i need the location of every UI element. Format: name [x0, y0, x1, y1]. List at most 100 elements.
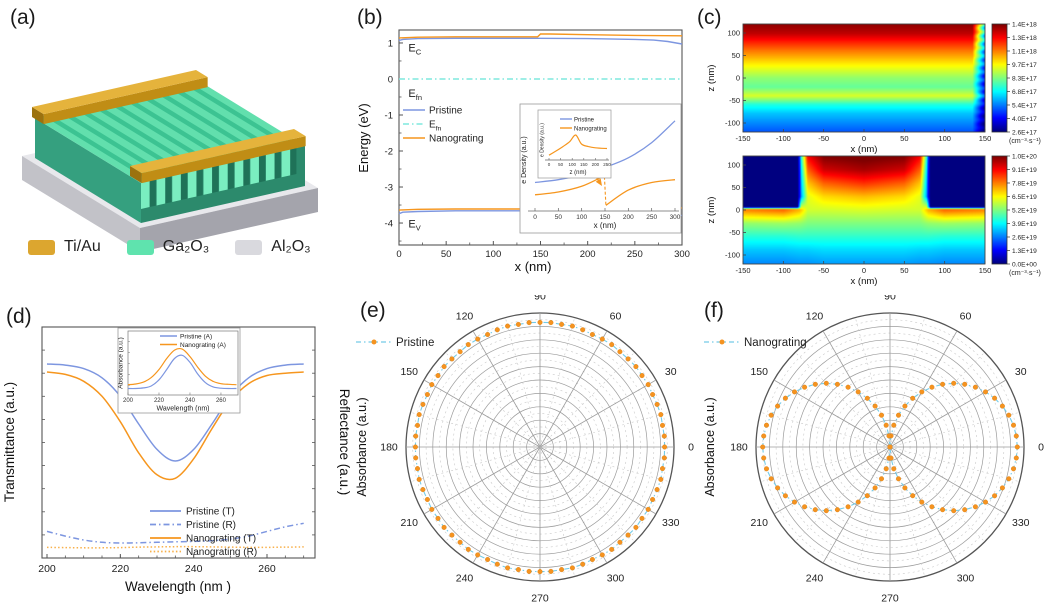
axis-text: 0: [548, 162, 551, 167]
colorbar-label: 5.2E+19: [1012, 207, 1037, 214]
legend-label: Nanograting: [429, 134, 483, 145]
polar-data-point: [902, 403, 908, 409]
colorbar-label: 6.5E+19: [1012, 194, 1037, 201]
colorbar-label: 6.8E+17: [1012, 89, 1037, 96]
polar-angle-label: 210: [750, 517, 768, 529]
axis-text: 50: [441, 249, 452, 260]
panel-a-label: (a): [10, 6, 36, 29]
axis-text: -50: [818, 134, 829, 143]
polar-data-point: [465, 342, 471, 348]
spectra-chart: 200 220 240 260 Wavelength (nm ) Transmittanc…: [2, 326, 352, 594]
polar-angle-label: 330: [1012, 517, 1030, 529]
polar-data-point: [883, 422, 889, 428]
grating-tooth: [172, 174, 181, 202]
colorbar-label: 9.1E+19: [1012, 167, 1037, 174]
spectra-NanogratingT: [46, 371, 304, 481]
polar-legend-label: Pristine: [396, 337, 434, 349]
polar-data-point: [878, 412, 884, 418]
colorbar-units: (cm⁻³·s⁻¹): [1009, 270, 1041, 277]
colorbar-label: 2.6E+19: [1012, 234, 1037, 241]
band-label: EC: [408, 43, 421, 57]
polar-data-point: [548, 568, 554, 574]
axis-text: 0: [736, 206, 740, 215]
axis-text: 50: [555, 214, 563, 221]
colorbar-label: 1.3E+19: [1012, 248, 1037, 255]
axis-text: 200: [592, 162, 600, 167]
polar-data-point: [855, 389, 861, 395]
axis-text: 260: [216, 398, 227, 404]
polar-data-point: [416, 412, 422, 418]
axis-text: 300: [674, 249, 690, 260]
colorbar-label: 1.4E+18: [1012, 21, 1037, 28]
polar-data-point: [449, 356, 455, 362]
axis-text: 250: [646, 214, 657, 221]
polar-data-point: [992, 493, 998, 499]
axis-text: -50: [729, 228, 740, 237]
x-axis-label: x (nm): [851, 276, 878, 287]
x-axis-label: x (nm): [515, 259, 552, 274]
polar-spoke: [822, 446, 891, 564]
polar-data-point: [599, 552, 605, 558]
grating-gap: [243, 158, 250, 186]
colorbar-label: 1.0E+20: [1012, 153, 1037, 160]
panel-b: (b) 0 50 100 150 200 250 300 1 0 -1 -2 -3 -4 x (nm) En…: [355, 0, 695, 292]
grating-groove: [106, 100, 219, 167]
polar-data-point: [760, 444, 766, 450]
electrode-front-face: [43, 77, 208, 125]
axis-text: 200: [623, 214, 634, 221]
legend-item-ga2o3: Ga₂O₃: [126, 238, 209, 256]
polar-data-point: [633, 524, 639, 530]
panel-c: (c) -150 -100 -50 0 50 100 150 100 50 0 -50 -100 x (…: [695, 0, 1059, 292]
axis-text: 100: [568, 162, 576, 167]
axis-text: 50: [732, 51, 740, 60]
inset-x-label: Wavelength (nm): [156, 406, 209, 413]
grating-gap: [290, 147, 297, 176]
colorbar-label: 2.6E+17: [1012, 129, 1037, 136]
grating-tooth: [156, 177, 166, 206]
axis-text: 150: [580, 162, 588, 167]
polar-data-point: [429, 506, 435, 512]
inset-y-label: e Density (a.u.): [521, 136, 528, 183]
polar-angle-label: 60: [960, 311, 972, 323]
axis-text: -50: [818, 266, 829, 275]
polar-data-point: [999, 485, 1005, 491]
axis-text: 50: [558, 162, 564, 167]
polar-data-point: [457, 539, 463, 545]
inner-profile-curve: [548, 134, 608, 156]
polar-spoke: [539, 446, 657, 515]
axis-text: 50: [900, 134, 908, 143]
polar-data-point: [658, 412, 664, 418]
grating-gap: [149, 179, 156, 208]
polar-angle-label: 240: [456, 572, 474, 584]
polar-data-point: [515, 567, 521, 573]
axis-text: 200: [580, 249, 596, 260]
legend-label: Pristine (T): [186, 507, 235, 518]
polar-angle-label: 0: [1038, 442, 1044, 454]
device-schematic: [22, 70, 318, 252]
polar-data-point: [845, 504, 851, 510]
polar-spoke: [795, 352, 891, 448]
polar-plot-nanograting: 0 30 60 90 120 150 180 210 240 270 300 330 Nanograti…: [703, 295, 1044, 604]
legend-item-tiau: Ti/Au: [28, 238, 101, 256]
spectra-PristineR: [46, 522, 304, 544]
polar-data-point: [580, 561, 586, 567]
polar-data-point: [441, 364, 447, 370]
polar-data-point: [891, 422, 897, 428]
grating-gap: [165, 176, 172, 204]
polar-angle-label: 300: [607, 572, 625, 584]
polar-data-point: [999, 403, 1005, 409]
y-axis-label: Energy (eV): [356, 103, 371, 172]
polar-data-point: [537, 569, 543, 575]
colorbar-label: 3.9E+19: [1012, 221, 1037, 228]
axis-text: 0: [396, 249, 401, 260]
legend-label: Nanograting (R): [186, 547, 257, 558]
polar-data-point: [823, 508, 829, 514]
y-axis-label: z (nm): [706, 197, 717, 224]
polar-data-point: [633, 364, 639, 370]
axis-text: 0: [388, 74, 393, 85]
substrate-front-face: [22, 156, 140, 252]
panel-c-label: (c): [697, 6, 722, 29]
polar-data-point: [609, 546, 615, 552]
polar-data-point: [812, 381, 818, 387]
grating-groove: [74, 107, 188, 175]
